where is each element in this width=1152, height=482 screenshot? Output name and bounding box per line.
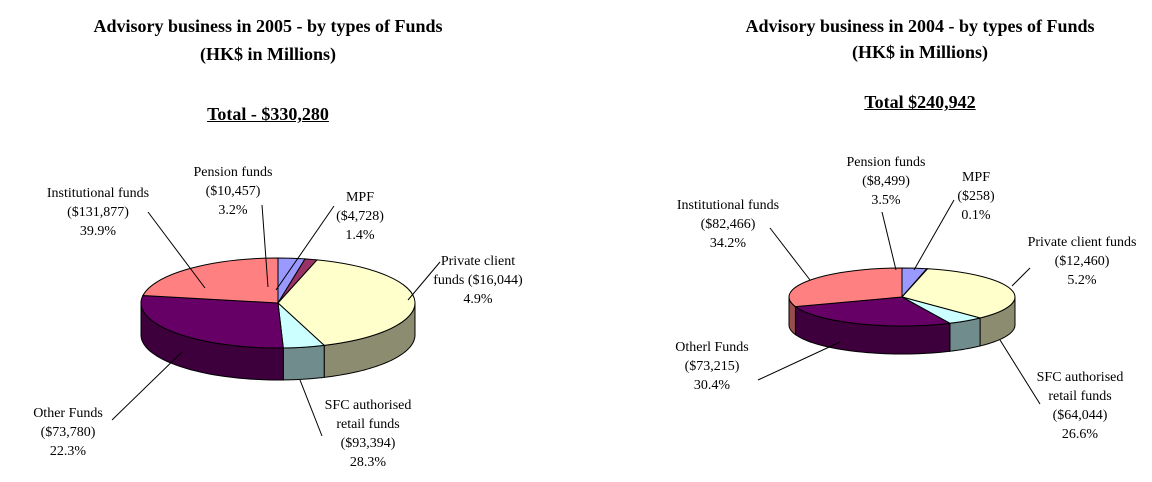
slice-label: MPF ($258) 0.1%	[946, 168, 1006, 225]
chart-subtitle: (HK$ in Millions)	[199, 44, 336, 64]
category-label: Pension funds	[846, 155, 926, 170]
leader-line	[1011, 267, 1031, 287]
total-label: Total - $330,280	[207, 104, 329, 124]
slice-label: Pension funds ($8,499) 3.5%	[831, 153, 941, 210]
value-label: ($8,499)	[862, 174, 910, 189]
chart-subtitle: (HK$ in Millions)	[851, 42, 988, 62]
slice-label: Private client funds ($16,044) 4.9%	[431, 252, 526, 309]
percent-label: 3.5%	[871, 193, 901, 208]
value-label: ($73,780)	[40, 425, 96, 440]
category-label: Private client funds	[1027, 235, 1137, 250]
category-label: SFC authorised retail funds	[1036, 370, 1124, 404]
category-label: Pension funds	[193, 165, 273, 180]
slice-label: Institutional funds ($131,877) 39.9%	[43, 184, 153, 241]
category-label: Other Funds	[33, 406, 103, 421]
value-label: ($73,215)	[684, 359, 740, 374]
chart-title: Advisory business in 2004 - by types of …	[745, 16, 1095, 36]
slice-label: SFC authorised retail funds ($64,044) 26.…	[1030, 368, 1130, 444]
value-label: ($12,460)	[1054, 254, 1110, 269]
value-label: ($10,457)	[205, 184, 261, 199]
slice-label: SFC authorised retail funds ($93,394) 28.…	[321, 396, 416, 472]
percent-label: 30.4%	[693, 378, 731, 393]
leader-line	[769, 227, 811, 281]
leader-line	[757, 341, 841, 381]
slice-label: Pension funds ($10,457) 3.2%	[173, 163, 293, 220]
leader-line	[261, 204, 269, 288]
leader-line	[275, 205, 335, 291]
slice	[788, 267, 903, 308]
percent-label: 39.9%	[79, 224, 117, 239]
value-label: ($64,044)	[1052, 408, 1108, 423]
leader-line	[881, 211, 897, 271]
value-label: ($258)	[957, 189, 995, 204]
slice-label: Private client funds ($12,460) 5.2%	[1015, 233, 1150, 290]
leader-line	[299, 379, 323, 437]
chart-title: Advisory business in 2005 - by types of …	[93, 16, 443, 36]
value-label: ($93,394)	[340, 436, 396, 451]
leader-line	[999, 339, 1041, 405]
percent-label: 3.2%	[218, 203, 248, 218]
percent-label: 4.9%	[463, 292, 493, 307]
percent-label: 34.2%	[709, 236, 747, 251]
category-label: Institutional funds	[676, 198, 780, 213]
category-label: Otherl Funds	[675, 340, 749, 355]
percent-label: 22.3%	[49, 444, 87, 459]
slice	[794, 296, 952, 327]
category-label: MPF	[961, 170, 991, 185]
category-label: SFC authorised retail funds	[324, 398, 412, 432]
slice-label: MPF ($4,728) 1.4%	[330, 188, 390, 245]
percent-label: 5.2%	[1067, 273, 1097, 288]
slice	[142, 257, 279, 304]
leader-line	[407, 261, 441, 301]
slice-label: Other Funds ($73,780) 22.3%	[6, 404, 131, 461]
leader-line	[147, 211, 206, 289]
percent-label: 1.4%	[345, 228, 375, 243]
percent-label: 0.1%	[961, 208, 991, 223]
category-label: Institutional funds	[46, 186, 150, 201]
slice	[140, 294, 284, 349]
value-label: ($82,466)	[700, 217, 756, 232]
total-label: Total $240,942	[864, 92, 976, 112]
value-label: ($4,728)	[336, 209, 384, 224]
slice-side	[282, 344, 325, 381]
category-label: MPF	[345, 190, 375, 205]
value-label: ($131,877)	[67, 205, 129, 220]
slice	[901, 268, 1016, 319]
value-label: ($16,044)	[467, 273, 523, 288]
leader-line	[111, 351, 183, 421]
slice	[277, 259, 416, 346]
slice-label: Institutional funds ($82,466) 34.2%	[673, 196, 783, 253]
leader-line	[913, 199, 955, 271]
category-label: Private client funds	[433, 254, 516, 288]
percent-label: 26.6%	[1061, 427, 1099, 442]
percent-label: 28.3%	[349, 455, 387, 470]
slice-label: Otherl Funds ($73,215) 30.4%	[650, 338, 775, 395]
